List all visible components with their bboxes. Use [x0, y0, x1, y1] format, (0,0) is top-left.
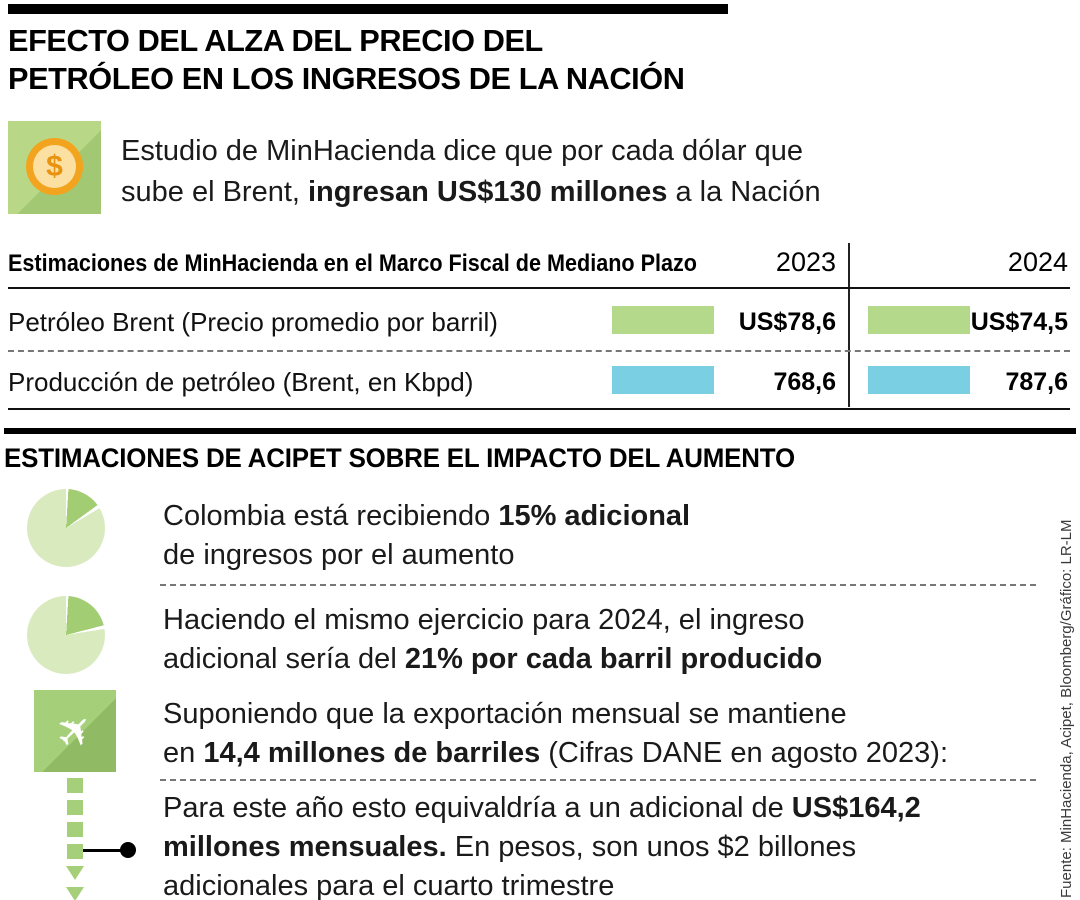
item-separator-2: [160, 779, 1036, 781]
arrow-dash-1: [67, 778, 83, 793]
top-accent-bar: [8, 4, 728, 14]
item1-line1-pre: Colombia está recibiendo: [163, 500, 499, 532]
arrow-chevron-2: [66, 887, 84, 900]
airplane-icon: ✈: [34, 690, 116, 772]
intro-line2-post: a la Nación: [667, 176, 821, 208]
item3-text: Suponiendo que la exportación mensual se…: [163, 695, 948, 773]
intro-text: Estudio de MinHacienda dice que por cada…: [121, 131, 821, 213]
column-header-2023: 2023: [775, 247, 836, 277]
item1-line2: de ingresos por el aumento: [163, 539, 515, 571]
item3-line2-post: (Cifras DANE en agosto 2023):: [540, 737, 949, 769]
item2-line2: adicional sería del 21% por cada barril …: [163, 640, 822, 679]
item4-line1-bold: US$164,2: [791, 792, 921, 824]
bar-produccion-2023: [612, 366, 714, 394]
value-brent-2024: US$74,5: [970, 308, 1068, 336]
arrow-dash-2: [67, 800, 83, 815]
item2-line2-pre: adicional sería del: [163, 643, 405, 675]
item4-line1: Para este año esto equivaldría a un adic…: [163, 789, 921, 828]
item4-text: Para este año esto equivaldría a un adic…: [163, 789, 921, 900]
dollar-coin-icon: $: [26, 138, 83, 195]
arrow-dash-4: [67, 844, 83, 859]
table-header-rule: [8, 287, 1070, 289]
item3-line2-bold: 14,4 millones de barriles: [203, 737, 541, 769]
arrow-chevron-1: [66, 866, 84, 880]
item4-line2-bold: millones mensuales.: [163, 831, 447, 863]
pie-chart-15-icon: [27, 489, 105, 567]
column-header-2024: 2024: [1007, 247, 1068, 277]
item3-line1: Suponiendo que la exportación mensual se…: [163, 698, 847, 730]
item4-line3: adicionales para el cuarto trimestre: [163, 870, 615, 900]
item1-text: Colombia está recibiendo 15% adicional d…: [163, 497, 690, 575]
item2-text: Haciendo el mismo ejercicio para 2024, e…: [163, 601, 822, 679]
pie-chart-21-icon: [27, 596, 105, 674]
value-produccion-2024: 787,6: [1005, 368, 1068, 396]
intro-line1: Estudio de MinHacienda dice que por cada…: [121, 135, 803, 167]
table-bottom-rule: [8, 408, 1070, 410]
bar-brent-2024: [868, 306, 970, 334]
item3-line2-pre: en: [163, 737, 204, 769]
table-row-separator: [8, 350, 1070, 352]
bullet-point: [120, 842, 136, 858]
item-separator-1: [160, 584, 1036, 586]
item4-line2-post: En pesos, son unos $2 billones: [446, 831, 857, 863]
row-produccion-label: Producción de petróleo (Brent, en Kbpd): [8, 367, 474, 397]
coin-icon: $: [8, 121, 101, 214]
arrow-dash-3: [67, 822, 83, 837]
item4-line1-pre: Para este año esto equivaldría a un adic…: [163, 792, 792, 824]
value-produccion-2023: 768,6: [773, 368, 836, 396]
column-divider-line: [848, 243, 850, 407]
intro-line2-pre: sube el Brent,: [121, 176, 308, 208]
airplane-glyph: ✈: [43, 699, 107, 763]
intro-line2: sube el Brent, ingresan US$130 millones …: [121, 172, 821, 213]
item4-line2: millones mensuales. En pesos, son unos $…: [163, 828, 921, 867]
bar-produccion-2024: [868, 366, 970, 394]
main-title: EFECTO DEL ALZA DEL PRECIO DEL PETRÓLEO …: [8, 22, 685, 98]
table-header-label: Estimaciones de MinHacienda en el Marco …: [8, 250, 698, 277]
item1-line1-bold: 15% adicional: [498, 500, 691, 532]
bar-brent-2023: [612, 306, 714, 334]
section-divider-bar: [4, 428, 1076, 434]
source-credit: Fuente: MinHacienda, Acipet, Bloomberg/G…: [1058, 519, 1075, 898]
item2-line1: Haciendo el mismo ejercicio para 2024, e…: [163, 604, 805, 636]
row-brent-label: Petróleo Brent (Precio promedio por barr…: [8, 307, 498, 337]
main-title-line1: EFECTO DEL ALZA DEL PRECIO DEL: [8, 23, 543, 58]
item2-line2-bold: 21% por cada barril producido: [404, 643, 823, 675]
main-title-line2: PETRÓLEO EN LOS INGRESOS DE LA NACIÓN: [8, 61, 685, 96]
bullet-connector-line: [83, 849, 122, 852]
dollar-sign: $: [46, 149, 63, 183]
intro-line2-bold: ingresan US$130 millones: [308, 176, 668, 208]
item1-line1: Colombia está recibiendo 15% adicional: [163, 497, 690, 536]
value-brent-2023: US$78,6: [738, 308, 836, 336]
section2-title: ESTIMACIONES DE ACIPET SOBRE EL IMPACTO …: [4, 443, 795, 473]
item3-line2: en 14,4 millones de barriles (Cifras DAN…: [163, 734, 948, 773]
